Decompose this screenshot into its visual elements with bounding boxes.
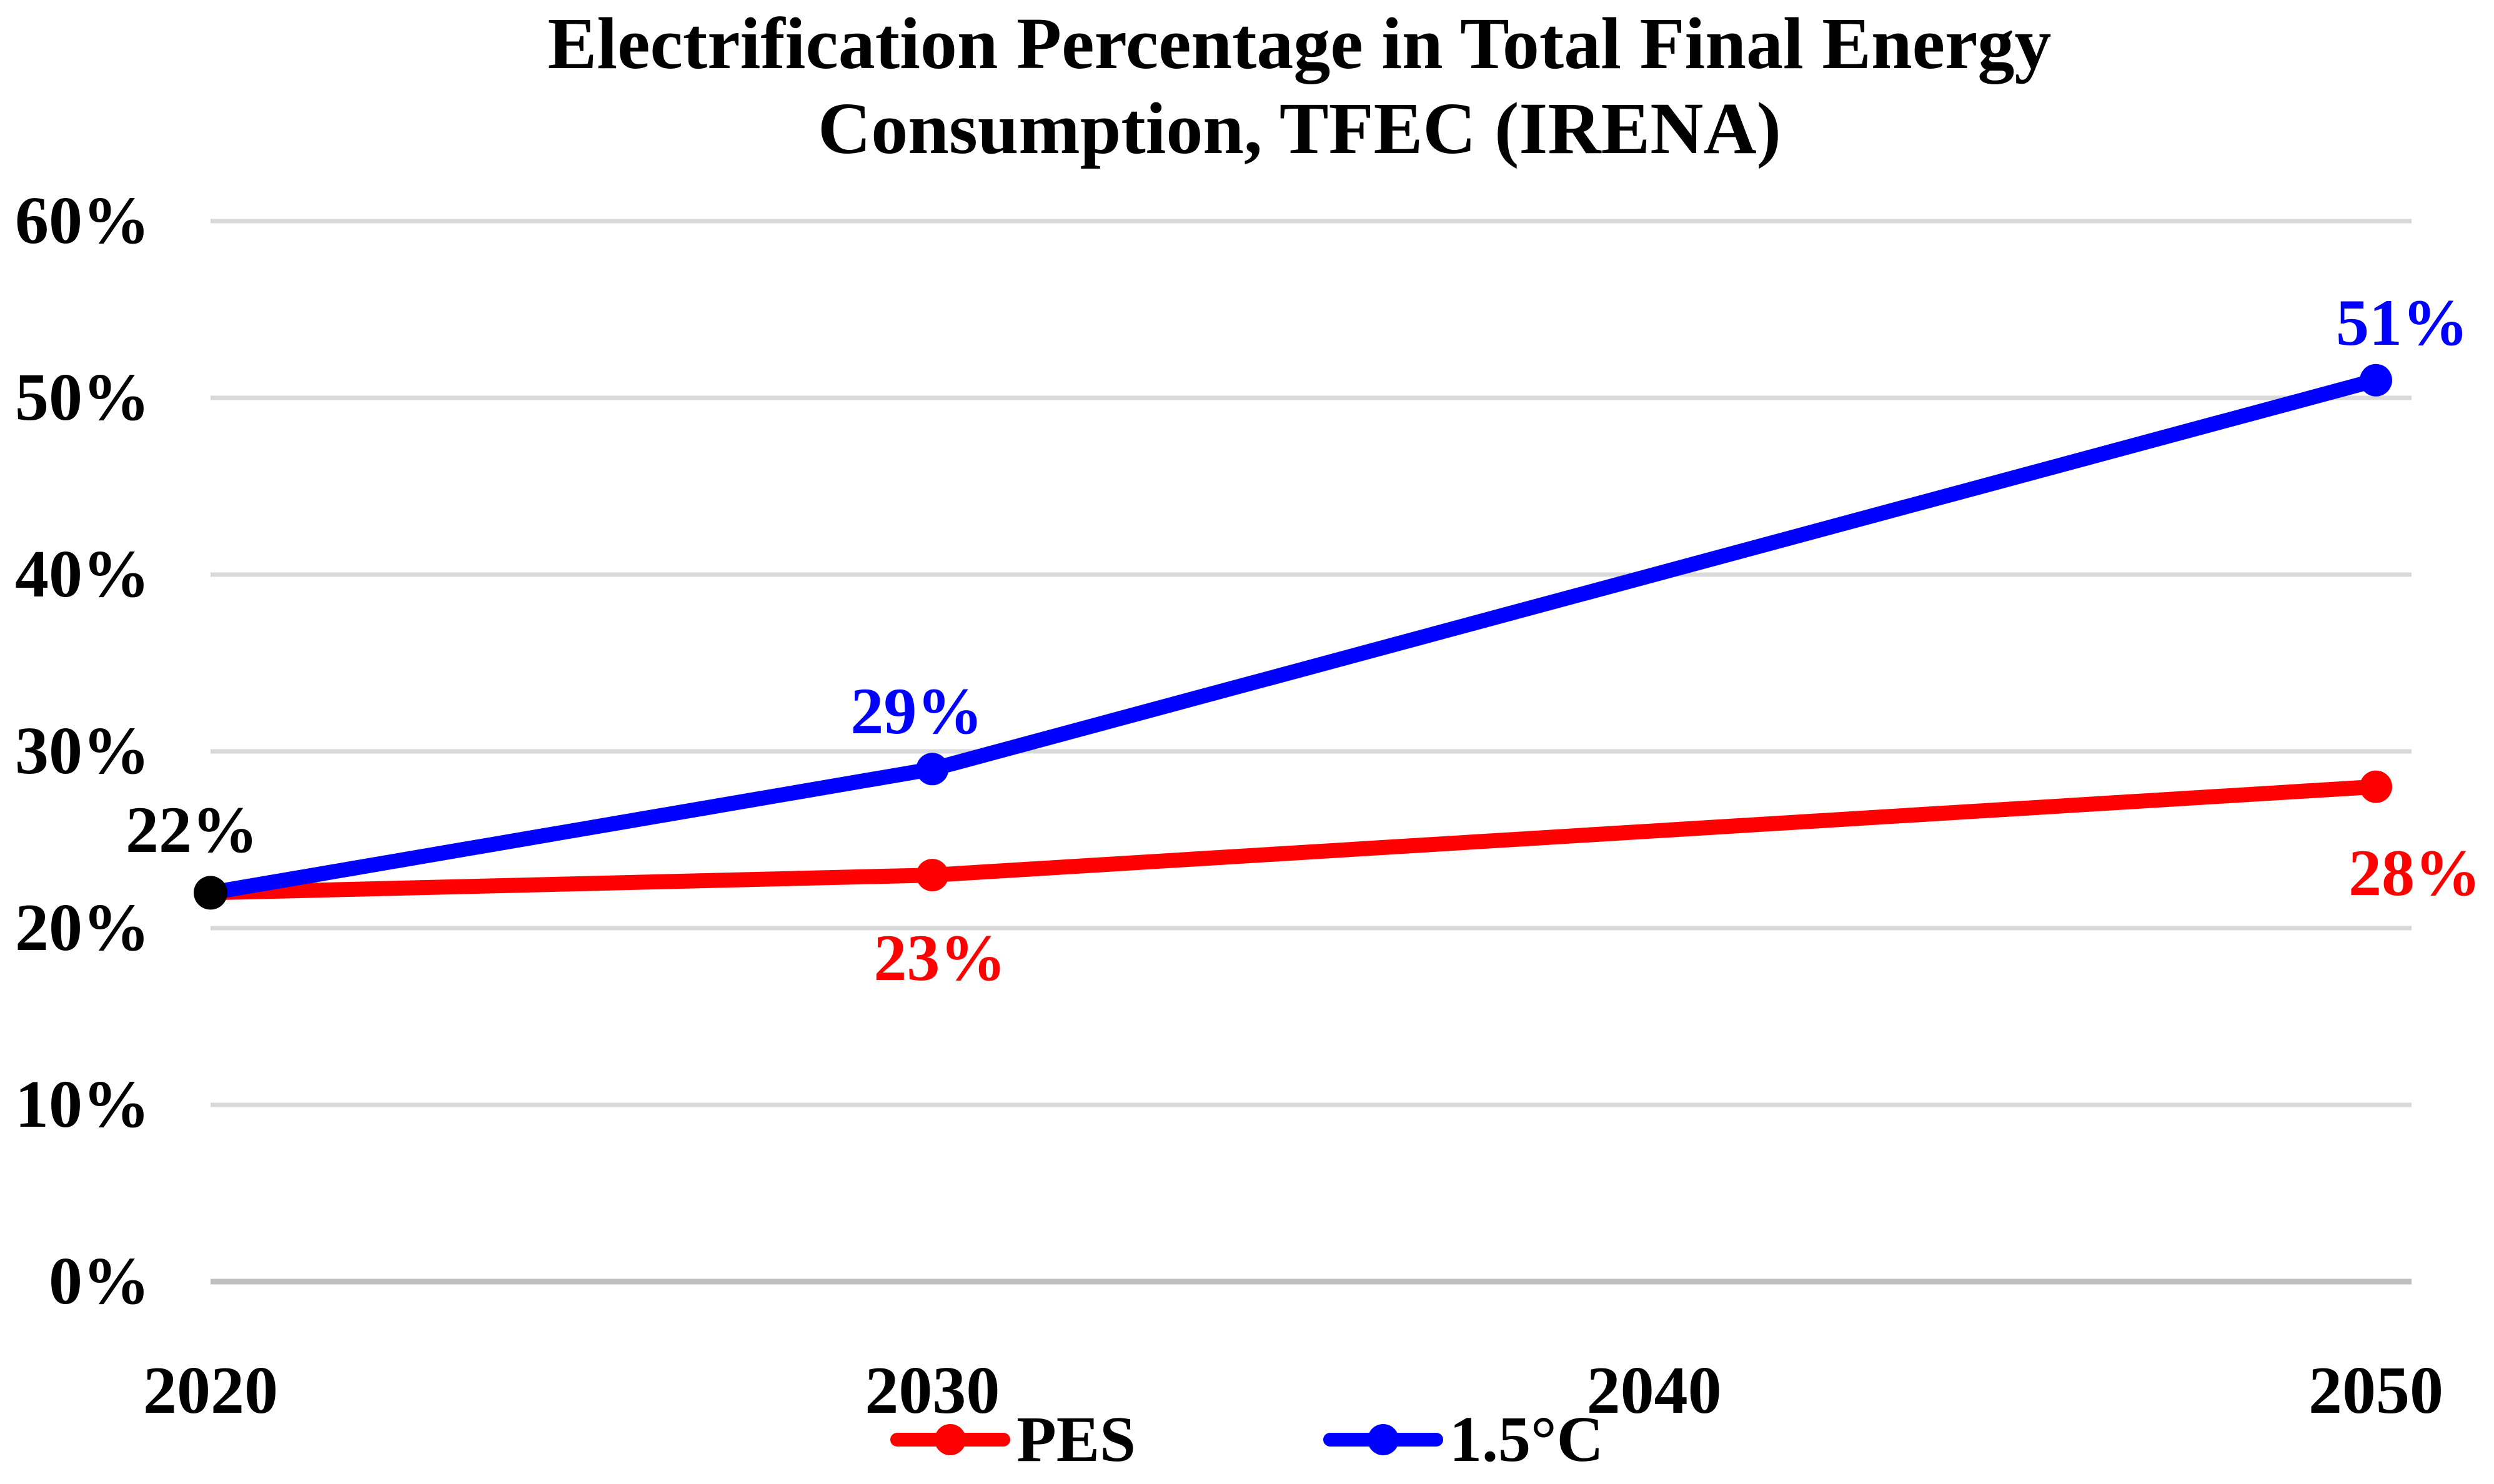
x-tick-2040: 2040 xyxy=(1586,1353,1722,1428)
pes-line-marker-icon xyxy=(890,1424,1011,1455)
pes-dot-icon xyxy=(935,1424,966,1455)
1point5c-line-marker-icon xyxy=(1323,1424,1444,1455)
legend-item-pes: PES xyxy=(890,1402,1136,1477)
legend-item-1point5c: 1.5°C xyxy=(1323,1402,1604,1477)
marker-dot-pes-2050 xyxy=(2360,770,2392,803)
legend: PES 1.5°C xyxy=(0,1399,2494,1480)
data-label-2020-22pct: 22% xyxy=(126,793,258,867)
y-tick-0: 0% xyxy=(49,1244,150,1318)
marker-dot-pes-2030 xyxy=(916,859,949,892)
legend-label-pes: PES xyxy=(1016,1403,1136,1475)
1point5c-dot-icon xyxy=(1368,1424,1399,1455)
y-tick-20: 20% xyxy=(15,891,150,965)
x-tick-2030: 2030 xyxy=(865,1353,1000,1428)
y-tick-40: 40% xyxy=(15,537,150,611)
marker-dot-15c-2030 xyxy=(916,753,949,786)
y-tick-30: 30% xyxy=(15,714,150,788)
x-tick-2050: 2050 xyxy=(2308,1353,2443,1428)
y-tick-60: 60% xyxy=(15,184,150,258)
y-tick-10: 10% xyxy=(15,1067,150,1142)
start-marker-dot xyxy=(194,876,227,910)
data-label-2030-23pct: 23% xyxy=(873,921,1006,995)
data-label-2030-29pct: 29% xyxy=(850,675,983,748)
data-label-2050-28pct: 28% xyxy=(2348,836,2481,909)
data-label-2050-51pct: 51% xyxy=(2336,285,2468,359)
y-tick-50: 50% xyxy=(15,360,150,435)
x-tick-2020: 2020 xyxy=(143,1353,278,1428)
marker-dot-15c-2050 xyxy=(2360,364,2392,397)
series-line-15c xyxy=(203,372,2383,901)
legend-label-1point5c: 1.5°C xyxy=(1449,1403,1604,1475)
chart-title: Electrification Percentage in Total Fina… xyxy=(547,2,2052,169)
